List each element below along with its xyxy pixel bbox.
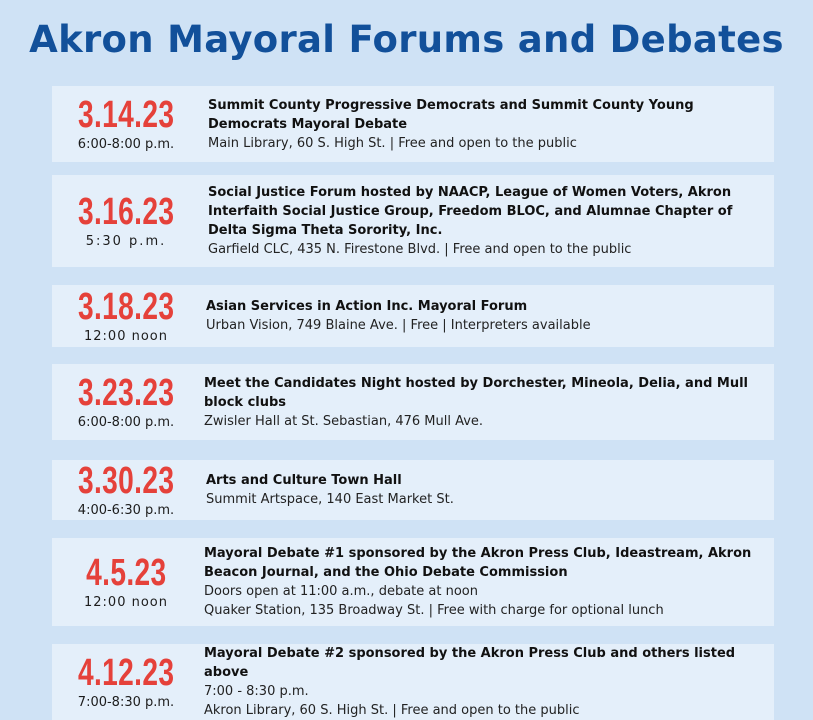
event-info: Asian Services in Action Inc. Mayoral Fo… xyxy=(206,285,766,347)
event-info: Social Justice Forum hosted by NAACP, Le… xyxy=(208,175,768,267)
event-date: 3.30.23 xyxy=(77,460,175,502)
event-date-block: 4.12.23 7:00-8:30 p.m. xyxy=(52,644,200,720)
event-title: Meet the Candidates Night hosted by Dorc… xyxy=(204,375,749,410)
event-title: Mayoral Debate #1 sponsored by the Akron… xyxy=(204,546,752,580)
event-detail: Zwisler Hall at St. Sebastian, 476 Mull … xyxy=(204,413,484,429)
event-info: Arts and Culture Town Hall Summit Artspa… xyxy=(206,460,766,520)
event-date: 3.18.23 xyxy=(77,286,175,328)
event-date: 3.23.23 xyxy=(77,372,175,414)
event-date: 3.14.23 xyxy=(77,94,175,136)
event-time: 12:00 noon xyxy=(84,595,168,610)
event-time: 4:00-6:30 p.m. xyxy=(77,503,175,518)
event-card: 4.5.23 12:00 noon Mayoral Debate #1 spon… xyxy=(52,538,774,626)
event-card: 3.14.23 6:00-8:00 p.m. Summit County Pro… xyxy=(52,86,774,162)
page-title: Akron Mayoral Forums and Debates xyxy=(29,18,784,61)
event-detail: Quaker Station, 135 Broadway St. | Free … xyxy=(204,603,664,618)
event-date: 4.5.23 xyxy=(85,552,167,594)
event-detail: Urban Vision, 749 Blaine Ave. | Free | I… xyxy=(206,318,591,333)
event-info: Mayoral Debate #1 sponsored by the Akron… xyxy=(204,538,764,626)
event-detail: Garfield CLC, 435 N. Firestone Blvd. | F… xyxy=(208,242,632,257)
event-info: Summit County Progressive Democrats and … xyxy=(208,86,768,162)
event-detail: 7:00 - 8:30 p.m. xyxy=(204,684,309,699)
event-detail: Main Library, 60 S. High St. | Free and … xyxy=(208,135,577,151)
event-time: 6:00-8:00 p.m. xyxy=(77,415,175,430)
event-card: 3.30.23 4:00-6:30 p.m. Arts and Culture … xyxy=(52,460,774,520)
event-detail: Akron Library, 60 S. High St. | Free and… xyxy=(204,703,580,718)
event-card: 4.12.23 7:00-8:30 p.m. Mayoral Debate #2… xyxy=(52,644,774,720)
event-card: 3.16.23 5:30 p.m. Social Justice Forum h… xyxy=(52,175,774,267)
event-title: Social Justice Forum hosted by NAACP, Le… xyxy=(208,185,733,238)
event-card: 3.18.23 12:00 noon Asian Services in Act… xyxy=(52,285,774,347)
event-title: Summit County Progressive Democrats and … xyxy=(208,97,694,132)
event-date-block: 3.18.23 12:00 noon xyxy=(52,285,200,347)
event-info: Mayoral Debate #2 sponsored by the Akron… xyxy=(204,644,764,720)
event-title: Mayoral Debate #2 sponsored by the Akron… xyxy=(204,646,736,680)
event-date: 3.16.23 xyxy=(77,191,175,233)
event-time: 5:30 p.m. xyxy=(85,234,167,249)
event-date-block: 3.23.23 6:00-8:00 p.m. xyxy=(52,364,200,440)
event-detail: Doors open at 11:00 a.m., debate at noon xyxy=(204,584,478,599)
event-date-block: 4.5.23 12:00 noon xyxy=(52,538,200,626)
event-card: 3.23.23 6:00-8:00 p.m. Meet the Candidat… xyxy=(52,364,774,440)
event-time: 6:00-8:00 p.m. xyxy=(77,137,175,152)
event-detail: Summit Artspace, 140 East Market St. xyxy=(206,492,454,507)
event-info: Meet the Candidates Night hosted by Dorc… xyxy=(204,364,764,440)
event-title: Arts and Culture Town Hall xyxy=(206,473,402,488)
event-date-block: 3.14.23 6:00-8:00 p.m. xyxy=(52,86,200,162)
event-time: 7:00-8:30 p.m. xyxy=(77,695,175,710)
event-date: 4.12.23 xyxy=(77,652,175,694)
event-date-block: 3.16.23 5:30 p.m. xyxy=(52,175,200,267)
event-date-block: 3.30.23 4:00-6:30 p.m. xyxy=(52,460,200,520)
event-time: 12:00 noon xyxy=(84,329,168,344)
event-title: Asian Services in Action Inc. Mayoral Fo… xyxy=(206,299,528,314)
